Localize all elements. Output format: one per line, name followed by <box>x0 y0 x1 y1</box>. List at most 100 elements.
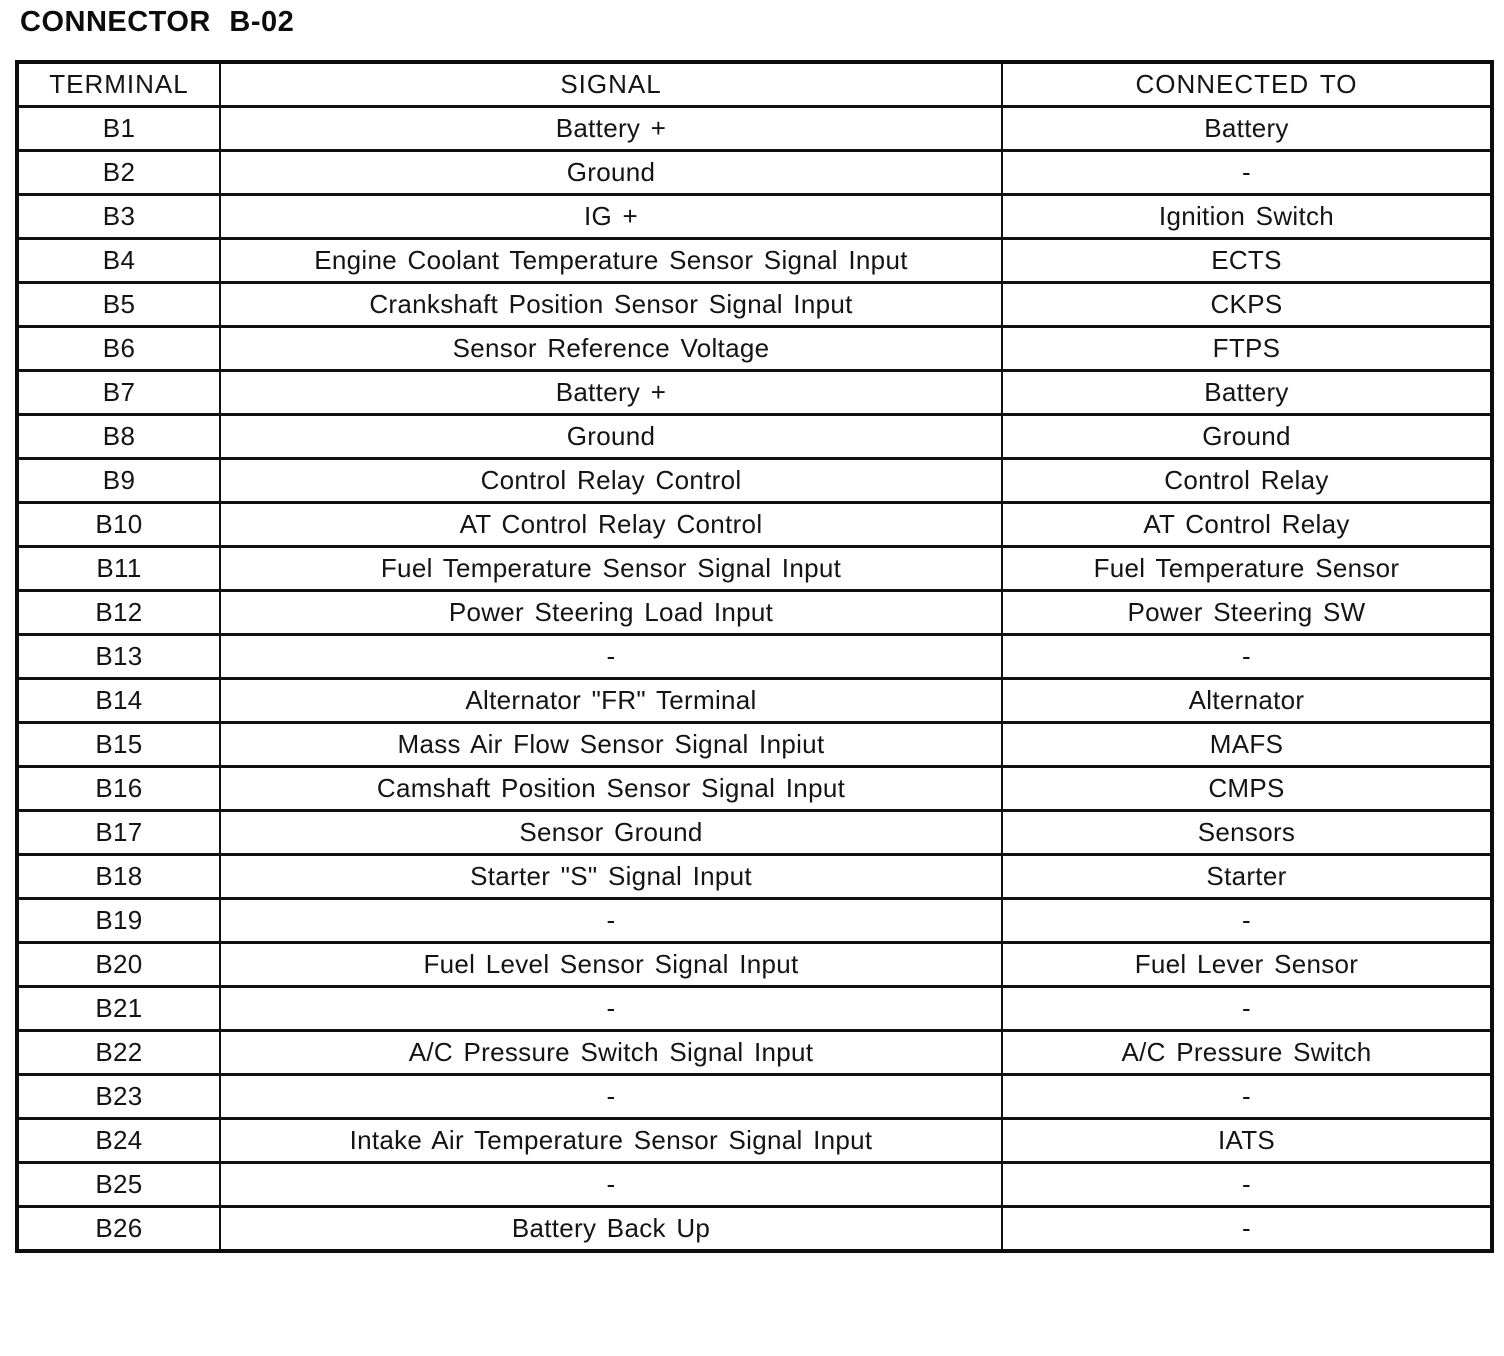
connected-to-cell: IATS <box>1001 1117 1493 1164</box>
connected-to-cell: - <box>1001 633 1493 680</box>
terminal-cell: B20 <box>16 941 221 988</box>
terminal-cell: B1 <box>16 105 221 152</box>
table-row: B19- - <box>16 897 1493 944</box>
connected-to-cell: - <box>1001 1073 1493 1120</box>
signal-cell: Camshaft Position Sensor Signal Input <box>219 765 1003 812</box>
table-row: B7 Battery + Battery <box>16 369 1493 416</box>
connected-to-cell: Power Steering SW <box>1001 589 1493 636</box>
signal-cell: Fuel Level Sensor Signal Input <box>219 941 1003 988</box>
connected-to-cell: MAFS <box>1001 721 1493 768</box>
table-row: B6 Sensor Reference Voltage FTPS <box>16 325 1493 372</box>
table-row: B20 Fuel Level Sensor Signal Input Fuel Le… <box>16 941 1493 988</box>
table-row: B4 Engine Coolant Temperature Sensor Sign… <box>16 237 1493 284</box>
connected-to-cell: Starter <box>1001 853 1493 900</box>
terminal-cell: B14 <box>16 677 221 724</box>
table-row: B15 Mass Air Flow Sensor Signal Inpiut MAF… <box>16 721 1493 768</box>
table-row: B1 Battery + Battery <box>16 105 1493 152</box>
table-row: B21- - <box>16 985 1493 1032</box>
signal-cell: Engine Coolant Temperature Sensor Signal… <box>219 237 1003 284</box>
terminal-cell: B4 <box>16 237 221 284</box>
terminal-cell: B26 <box>16 1205 221 1253</box>
header-row: TERMINAL SIGNAL CONNECTED TO <box>16 60 1493 108</box>
connected-to-cell: - <box>1001 897 1493 944</box>
signal-cell: - <box>219 1073 1003 1120</box>
signal-cell: Mass Air Flow Sensor Signal Inpiut <box>219 721 1003 768</box>
signal-cell: Fuel Temperature Sensor Signal Input <box>219 545 1003 592</box>
connected-to-cell: Battery <box>1001 369 1493 416</box>
terminal-cell: B12 <box>16 589 221 636</box>
table-row: B8 Ground Ground <box>16 413 1493 460</box>
table-row: B11 Fuel Temperature Sensor Signal Input F… <box>16 545 1493 592</box>
signal-cell: A/C Pressure Switch Signal Input <box>219 1029 1003 1076</box>
signal-cell: Sensor Ground <box>219 809 1003 856</box>
signal-cell: Intake Air Temperature Sensor Signal Inp… <box>219 1117 1003 1164</box>
signal-cell: - <box>219 985 1003 1032</box>
table-row: B5 Crankshaft Position Sensor Signal Inpu… <box>16 281 1493 328</box>
signal-cell: Power Steering Load Input <box>219 589 1003 636</box>
signal-cell: Ground <box>219 149 1003 196</box>
table-row: B16 Camshaft Position Sensor Signal Input… <box>16 765 1493 812</box>
terminal-cell: B13 <box>16 633 221 680</box>
table-row: B24 Intake Air Temperature Sensor Signal … <box>16 1117 1493 1164</box>
connected-to-cell: Alternator <box>1001 677 1493 724</box>
terminal-cell: B10 <box>16 501 221 548</box>
table-row: B22 A/C Pressure Switch Signal Input A/C P… <box>16 1029 1493 1076</box>
terminal-cell: B6 <box>16 325 221 372</box>
signal-cell: Alternator "FR" Terminal <box>219 677 1003 724</box>
connected-to-cell: Battery <box>1001 105 1493 152</box>
signal-cell: AT Control Relay Control <box>219 501 1003 548</box>
signal-cell: Battery + <box>219 105 1003 152</box>
connected-to-cell: ECTS <box>1001 237 1493 284</box>
terminal-cell: B5 <box>16 281 221 328</box>
connected-to-cell: A/C Pressure Switch <box>1001 1029 1493 1076</box>
connected-to-cell: FTPS <box>1001 325 1493 372</box>
table-row: B10 AT Control Relay Control AT Control Re… <box>16 501 1493 548</box>
terminal-cell: B15 <box>16 721 221 768</box>
table-row: B17 Sensor Ground Sensors <box>16 809 1493 856</box>
signal-cell: Control Relay Control <box>219 457 1003 504</box>
signal-cell: Battery Back Up <box>219 1205 1003 1253</box>
terminal-cell: B2 <box>16 149 221 196</box>
table-row: B18 Starter "S" Signal Input Starter <box>16 853 1493 900</box>
header-connected-to: CONNECTED TO <box>1001 60 1493 108</box>
terminal-cell: B19 <box>16 897 221 944</box>
terminal-cell: B23 <box>16 1073 221 1120</box>
header-signal: SIGNAL <box>219 60 1003 108</box>
terminal-cell: B7 <box>16 369 221 416</box>
terminal-cell: B22 <box>16 1029 221 1076</box>
signal-cell: IG + <box>219 193 1003 240</box>
terminal-cell: B17 <box>16 809 221 856</box>
signal-cell: Battery + <box>219 369 1003 416</box>
page-title: CONNECTOR B-02 <box>20 6 295 38</box>
header-terminal: TERMINAL <box>16 60 221 108</box>
connected-to-cell: Fuel Lever Sensor <box>1001 941 1493 988</box>
terminal-cell: B21 <box>16 985 221 1032</box>
terminal-cell: B11 <box>16 545 221 592</box>
connected-to-cell: Sensors <box>1001 809 1493 856</box>
signal-cell: Starter "S" Signal Input <box>219 853 1003 900</box>
signal-cell: Sensor Reference Voltage <box>219 325 1003 372</box>
connected-to-cell: - <box>1001 985 1493 1032</box>
table-row: B12 Power Steering Load Input Power Steeri… <box>16 589 1493 636</box>
terminal-cell: B18 <box>16 853 221 900</box>
table-row: B25- - <box>16 1161 1493 1208</box>
signal-cell: Ground <box>219 413 1003 460</box>
table-row: B13- - <box>16 633 1493 680</box>
terminal-cell: B16 <box>16 765 221 812</box>
terminal-cell: B9 <box>16 457 221 504</box>
table-row: B9 Control Relay Control Control Relay <box>16 457 1493 504</box>
connected-to-cell: Control Relay <box>1001 457 1493 504</box>
connected-to-cell: CMPS <box>1001 765 1493 812</box>
signal-cell: - <box>219 897 1003 944</box>
connected-to-cell: - <box>1001 1161 1493 1208</box>
terminal-cell: B25 <box>16 1161 221 1208</box>
signal-cell: - <box>219 1161 1003 1208</box>
connector-pin-table: TERMINAL SIGNAL CONNECTED TO B1 Battery +… <box>15 60 1494 1253</box>
connected-to-cell: AT Control Relay <box>1001 501 1493 548</box>
table-row: B23- - <box>16 1073 1493 1120</box>
terminal-cell: B24 <box>16 1117 221 1164</box>
connected-to-cell: Ignition Switch <box>1001 193 1493 240</box>
table-row: B26 Battery Back Up - <box>16 1205 1493 1253</box>
terminal-cell: B8 <box>16 413 221 460</box>
